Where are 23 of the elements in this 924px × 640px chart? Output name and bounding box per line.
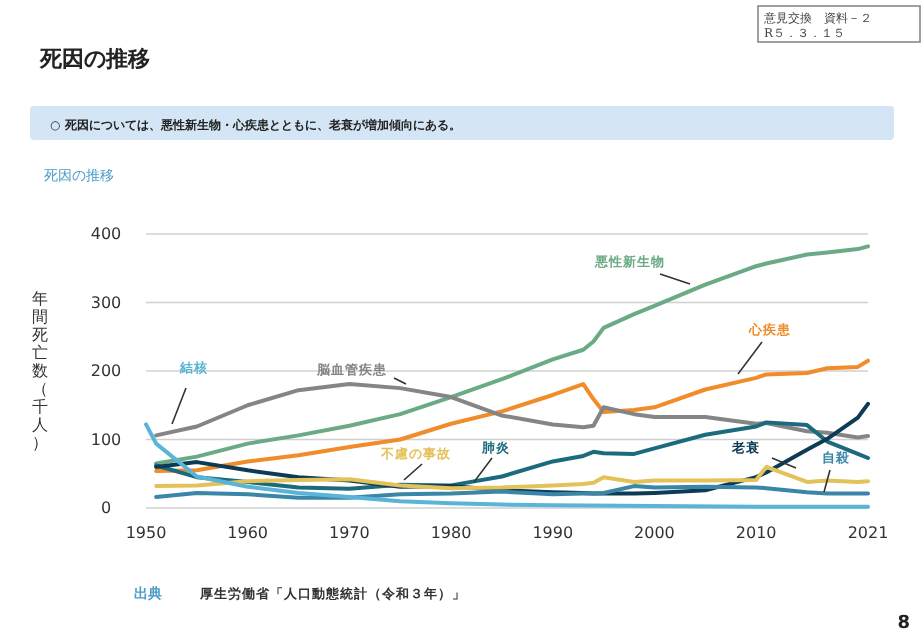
line-series	[154, 244, 870, 466]
y-tick-label: 0	[100, 499, 112, 517]
chart-title: 死因の推移	[38, 46, 150, 72]
x-tick-label: 2000	[634, 524, 675, 542]
x-tick-label: 1980	[430, 524, 472, 542]
text: 8	[897, 614, 910, 634]
line-series	[154, 382, 870, 440]
line-series	[154, 420, 870, 491]
y-tick-label: 400	[90, 225, 122, 243]
text: 年間死亡数（千人）	[32, 290, 48, 452]
line-series	[154, 401, 870, 496]
line-series	[154, 358, 870, 474]
x-tick-label: 1970	[329, 524, 370, 542]
y-tick-label: 100	[90, 430, 122, 449]
y-tick-label: 300	[90, 293, 122, 312]
line-series	[144, 422, 870, 509]
x-tick-label: 2021	[847, 524, 889, 542]
x-tick-label: 2010	[735, 524, 777, 542]
x-tick-label: 1990	[532, 524, 574, 542]
y-tick-label: 200	[90, 362, 122, 380]
x-tick-label: 1960	[227, 524, 269, 542]
line-series	[154, 464, 870, 491]
x-tick-label: 1950	[125, 524, 167, 542]
